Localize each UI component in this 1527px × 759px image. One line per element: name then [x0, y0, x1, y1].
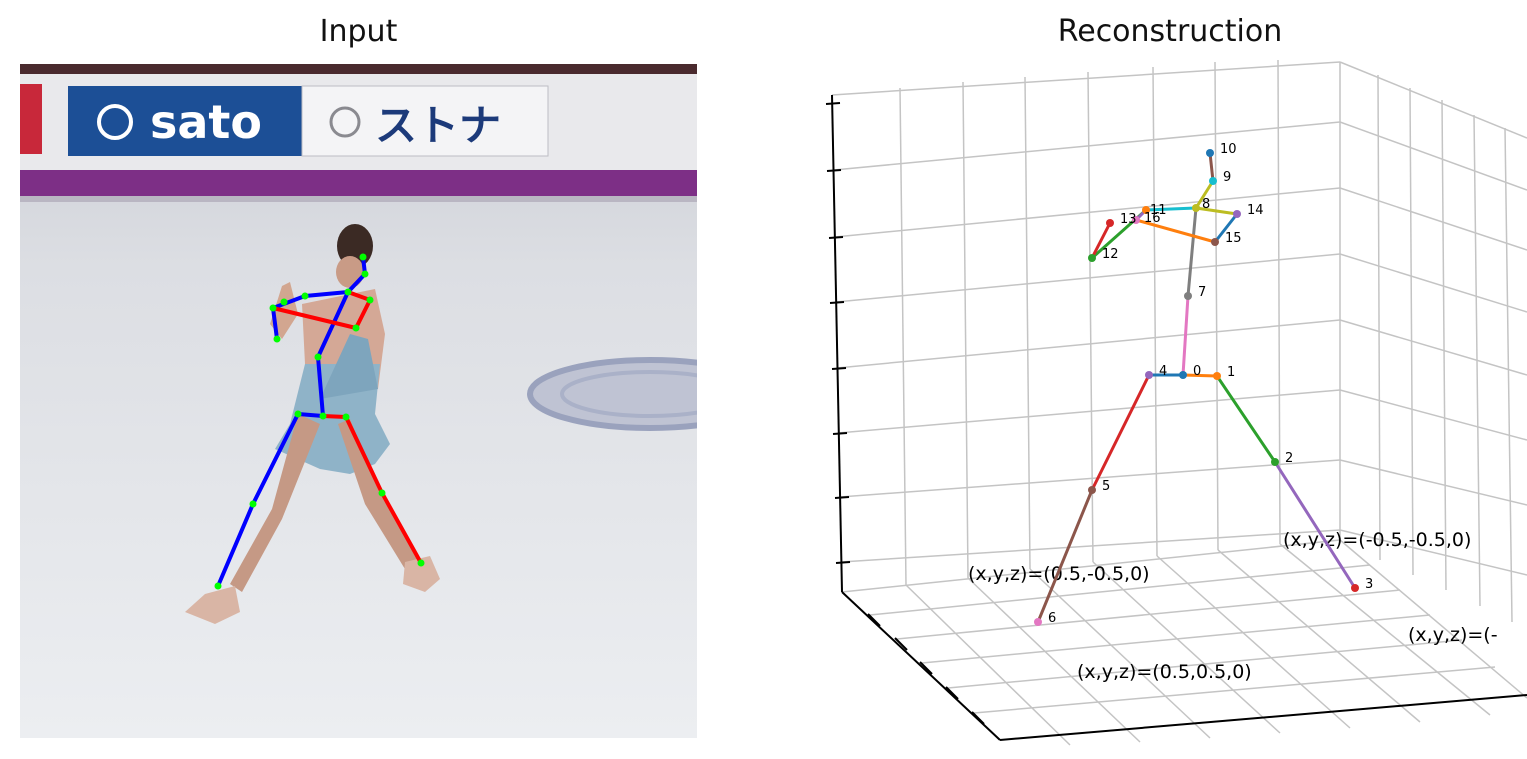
keypoint-2d-upper [301, 292, 309, 300]
joint-3d-9 [1209, 177, 1217, 185]
joint-label-10: 10 [1220, 142, 1237, 157]
bone-3d-1 [1215, 374, 1277, 464]
joint-3d-15 [1211, 238, 1219, 246]
bone-3d-6 [1181, 294, 1190, 377]
joint-label-14: 14 [1247, 203, 1264, 218]
bone-2d-9 [216, 502, 255, 588]
sponsor-banner-text: ストナ [375, 101, 501, 150]
bone-2d-1 [346, 272, 367, 294]
joint-label-0: 0 [1193, 364, 1201, 379]
keypoint-2d-mHip [319, 412, 327, 420]
joint-label-11: 11 [1150, 203, 1167, 218]
joint-label-5: 5 [1102, 479, 1110, 494]
keypoint-2d-rKnee [249, 500, 257, 508]
joint-3d-13 [1106, 219, 1114, 227]
bone-2d-2 [303, 290, 350, 298]
joint-label-4: 4 [1159, 364, 1167, 379]
keypoint-2d-rAnk [214, 582, 222, 590]
bone-2d-12 [271, 306, 358, 330]
bone-2d-8 [251, 412, 300, 506]
bone-2d-13 [321, 414, 348, 419]
corner-label-d: (x,y,z)=(- [1408, 624, 1498, 646]
keypoint-2d-lAnk [417, 559, 425, 567]
joint-3d-16 [1132, 216, 1140, 224]
bone-2d-6 [316, 355, 325, 418]
axes-3d [825, 94, 1527, 741]
joint-3d-2 [1271, 458, 1279, 466]
joint-3d-3 [1351, 584, 1359, 592]
joint-3d-10 [1206, 149, 1214, 157]
joint-3d-11 [1142, 206, 1150, 214]
rink-purple-stripe [20, 170, 697, 196]
bone-2d-11 [354, 298, 372, 330]
keypoint-2d-torso [314, 353, 322, 361]
bone-2d-7 [296, 412, 325, 418]
skeleton-2d [214, 253, 425, 590]
bone-3d-8 [1194, 179, 1215, 210]
sato-banner-text: sato [150, 95, 262, 149]
joint-3d-14 [1233, 210, 1241, 218]
keypoint-2d-neck [361, 270, 369, 278]
input-title: Input [319, 14, 398, 49]
bone-3d-7 [1186, 206, 1198, 298]
joint-3d-1 [1213, 372, 1221, 380]
joint-label-2: 2 [1285, 451, 1293, 466]
keypoint-2d-rHip [294, 410, 302, 418]
keypoint-2d-lEl [352, 324, 360, 332]
reconstruction-plot: (x,y,z)=(0.5,-0.5,0) (x,y,z)=(-0.5,-0.5,… [800, 60, 1527, 759]
corner-label-c: (x,y,z)=(0.5,0.5,0) [1077, 661, 1252, 683]
reconstruction-title: Reconstruction [1057, 14, 1283, 49]
joint-3d-12 [1088, 254, 1096, 262]
keypoint-2d-lHip [342, 413, 350, 421]
joint-label-6: 6 [1048, 611, 1056, 626]
keypoint-2d-rWr [273, 335, 281, 343]
keypoint-2d-lWr [280, 298, 288, 306]
joint-3d-6 [1034, 618, 1042, 626]
keypoint-2d-rEl [269, 304, 277, 312]
corner-label-b: (x,y,z)=(-0.5,-0.5,0) [1283, 529, 1471, 551]
bone-3d-2 [1273, 460, 1357, 590]
bone-3d-14 [1213, 212, 1239, 244]
joint-label-8: 8 [1202, 197, 1210, 212]
bone-2d-10 [346, 290, 372, 302]
joint-label-3: 3 [1365, 577, 1373, 592]
bone-3d-9 [1208, 151, 1215, 183]
joint-3d-0 [1179, 371, 1187, 379]
grid-3d [831, 60, 1527, 746]
keypoint-2d-lKnee [378, 489, 386, 497]
joint-label-12: 12 [1102, 247, 1119, 262]
bone-2d-3 [271, 294, 307, 310]
joint-3d-8 [1192, 204, 1200, 212]
keypoint-2d-head [359, 253, 367, 261]
joint-label-15: 15 [1225, 231, 1242, 246]
sponsor-logo-icon [329, 106, 361, 138]
bone-3d-15 [1134, 218, 1217, 244]
joint-3d-4 [1145, 371, 1153, 379]
bone-3d-12 [1090, 221, 1112, 260]
sato-banner [68, 86, 302, 156]
bone-2d-15 [380, 491, 423, 565]
bone-2d-4 [271, 306, 279, 341]
bone-3d-4 [1090, 373, 1151, 492]
joint-label-9: 9 [1223, 170, 1231, 185]
keypoint-2d-rSh [344, 288, 352, 296]
joint-3d-7 [1184, 292, 1192, 300]
bone-2d-14 [344, 415, 384, 495]
joint-label-13: 13 [1120, 212, 1137, 227]
joint-label-7: 7 [1198, 285, 1206, 300]
sato-logo-icon [97, 104, 133, 140]
skater [185, 224, 440, 624]
bone-3d-0 [1181, 373, 1219, 378]
bone-3d-5 [1036, 488, 1094, 624]
bone-3d-13 [1194, 206, 1239, 216]
joint-label-1: 1 [1227, 365, 1235, 380]
joint-3d-5 [1088, 486, 1096, 494]
joint-label-16: 16 [1144, 211, 1161, 226]
input-image: sato ストナ [20, 64, 697, 738]
keypoint-2d-lSh [366, 296, 374, 304]
rink-logo [527, 357, 697, 431]
bone-3d-10 [1144, 206, 1198, 212]
